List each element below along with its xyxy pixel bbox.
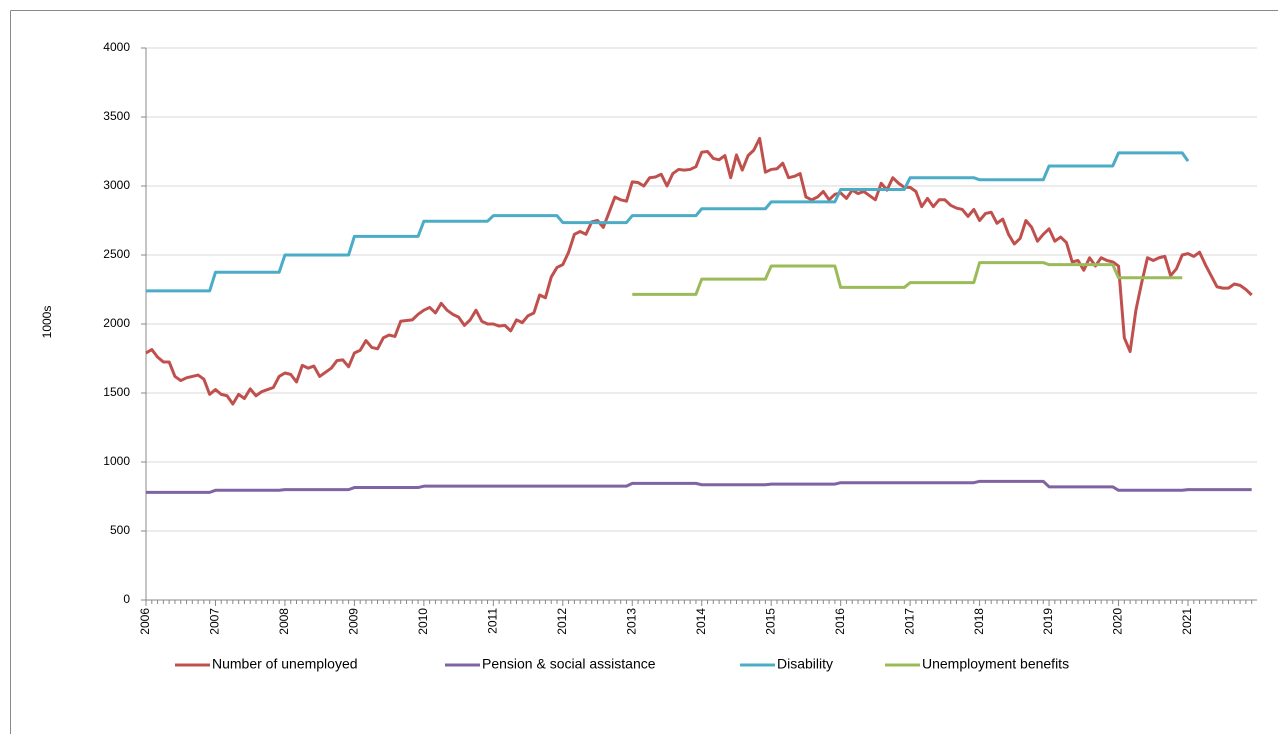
y-tick-label: 4000 [103, 40, 130, 54]
x-tick-label: 2018 [972, 608, 986, 635]
series-line [146, 479, 1252, 494]
x-tick-label: 2007 [208, 608, 222, 635]
x-tick-label: 2009 [347, 608, 361, 635]
legend-label: Pension & social assistance [482, 656, 656, 672]
legend-label: Disability [777, 656, 833, 672]
y-tick-label: 1000 [103, 454, 130, 468]
y-tick-label: 3500 [103, 109, 130, 123]
y-tick-label: 1500 [103, 385, 130, 399]
x-tick-label: 2019 [1041, 608, 1055, 635]
x-tick-label: 2010 [416, 608, 430, 635]
y-tick-label: 3000 [103, 178, 130, 192]
y-axis-label: 1000s [40, 306, 54, 339]
x-tick-label: 2017 [902, 608, 916, 635]
legend-label: Unemployment benefits [922, 656, 1069, 672]
y-tick-label: 2500 [103, 247, 130, 261]
y-tick-label: 2000 [103, 316, 130, 330]
legend-label: Number of unemployed [212, 656, 358, 672]
x-tick-label: 2011 [486, 608, 500, 634]
x-tick-label: 2014 [694, 608, 708, 635]
series-line [145, 136, 1253, 406]
y-tick-label: 500 [110, 523, 130, 537]
y-tick-label: 0 [123, 592, 130, 606]
x-tick-label: 2016 [833, 608, 847, 635]
x-tick-label: 2008 [277, 608, 291, 635]
x-tick-label: 2013 [624, 608, 638, 635]
x-tick-label: 2006 [138, 608, 152, 635]
x-tick-label: 2020 [1111, 608, 1125, 635]
x-tick-label: 2015 [763, 608, 777, 635]
x-tick-label: 2021 [1180, 608, 1194, 635]
series-line [632, 261, 1183, 296]
x-tick-label: 2012 [555, 608, 569, 635]
series-line [146, 151, 1190, 293]
